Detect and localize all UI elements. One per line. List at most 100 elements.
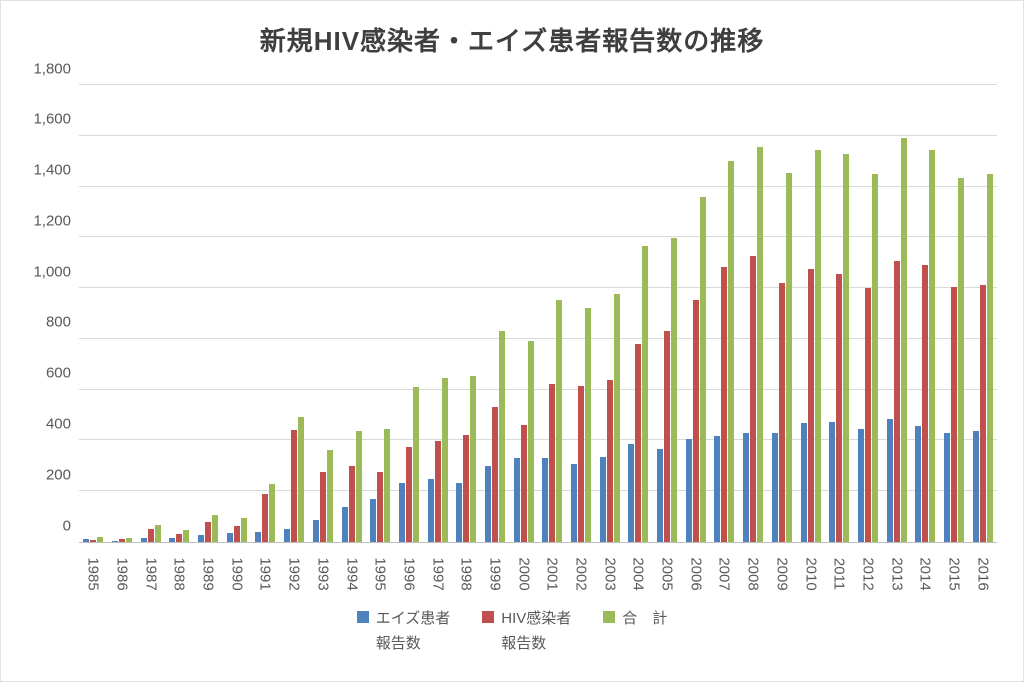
x-axis-tick-label: 1996 [400,557,418,591]
bar [83,538,90,542]
bar [284,528,291,542]
bar [513,458,520,542]
gridline [79,388,997,390]
x-axis-label-cell: 1987 [136,543,165,605]
bar [169,537,176,542]
bar [743,432,750,542]
bar [814,150,821,542]
bar-group-2003 [595,85,624,542]
bar-group-2011 [825,85,854,542]
x-axis-labels: 1985 1986 1987 1988 1989 1990 1991 1992 1993 1994… [79,543,997,605]
bar [864,287,871,542]
bar-group-2000 [509,85,538,542]
bar [312,519,319,542]
bar [613,294,620,542]
x-axis-tick-label: 1993 [314,557,332,591]
x-axis-tick-label: 1991 [256,557,274,591]
bar-group-1995 [366,85,395,542]
bar [642,246,649,542]
bar [950,286,957,542]
legend-item-total: 合 計 [603,607,667,657]
bar-group-2009 [768,85,797,542]
bar [269,484,276,542]
bar [699,197,706,542]
gridline [79,337,997,339]
bar [771,432,778,542]
bar [405,446,412,542]
gridline [79,84,997,85]
bar [176,533,183,542]
x-axis-tick-label: 2013 [888,557,906,591]
bar [341,507,348,542]
bar [657,448,664,542]
bar [262,493,269,542]
bar [836,273,843,542]
legend-label: 合 計 [622,610,668,627]
gridline [79,287,997,289]
bar [212,515,219,542]
bar [384,428,391,542]
bar [922,265,929,542]
x-axis-tick-label: 1999 [486,557,504,591]
gridline [79,490,997,492]
x-axis-label-cell: 1991 [251,543,280,605]
x-axis-tick-label: 1985 [84,557,102,591]
gridline [79,134,997,136]
x-axis-label-cell: 1993 [309,543,338,605]
bar [498,331,505,542]
bar-group-2008 [739,85,768,542]
x-axis-label-cell: 2000 [509,543,538,605]
bar-group-1990 [222,85,251,542]
y-axis-tick-label: 1,200 [33,212,71,230]
bar [233,526,240,542]
x-axis-tick-label: 2012 [859,557,877,591]
bar [857,428,864,542]
x-axis-tick-label: 2005 [658,557,676,591]
aids-series-swatch [356,611,369,623]
bar [542,457,549,542]
bar [721,267,728,542]
x-axis-label-cell: 2007 [710,543,739,605]
bar [599,456,606,542]
bar [807,269,814,542]
bar [527,341,534,542]
legend-label: 報告数 [375,634,421,652]
bar [456,483,463,542]
bar [571,463,578,542]
gridline [79,236,997,238]
y-axis-tick-label: 1,800 [33,60,71,77]
x-axis-tick-label: 1987 [142,557,160,591]
bar-group-2007 [710,85,739,542]
bar [198,535,205,542]
bar-group-1985 [79,85,108,542]
x-axis-tick-label: 1994 [343,557,361,591]
bar-group-1988 [165,85,194,542]
hiv-series-swatch [482,611,495,623]
bar [126,538,133,542]
bar [412,387,419,542]
x-axis-label-cell: 2015 [940,543,969,605]
bar [520,424,527,542]
bar [556,300,563,542]
legend-item-aids: エイズ患者 報告数 [356,607,451,657]
bar [778,282,785,542]
x-axis-tick-label: 2016 [974,557,992,591]
bar [463,434,470,542]
bar [685,438,692,542]
x-axis-label-cell: 1996 [395,543,424,605]
legend-label: エイズ患者 [375,610,451,627]
bar [671,237,678,542]
bar-group-1992 [280,85,309,542]
x-axis-tick-label: 2008 [744,557,762,591]
bar [355,431,362,542]
x-axis-tick-label: 2003 [601,557,619,591]
bar [635,343,642,542]
bar [484,465,491,542]
bar [757,146,764,542]
bar [871,174,878,542]
bar [140,538,147,542]
bar [90,540,97,542]
bar [154,525,161,542]
x-axis-tick-label: 1992 [285,557,303,591]
